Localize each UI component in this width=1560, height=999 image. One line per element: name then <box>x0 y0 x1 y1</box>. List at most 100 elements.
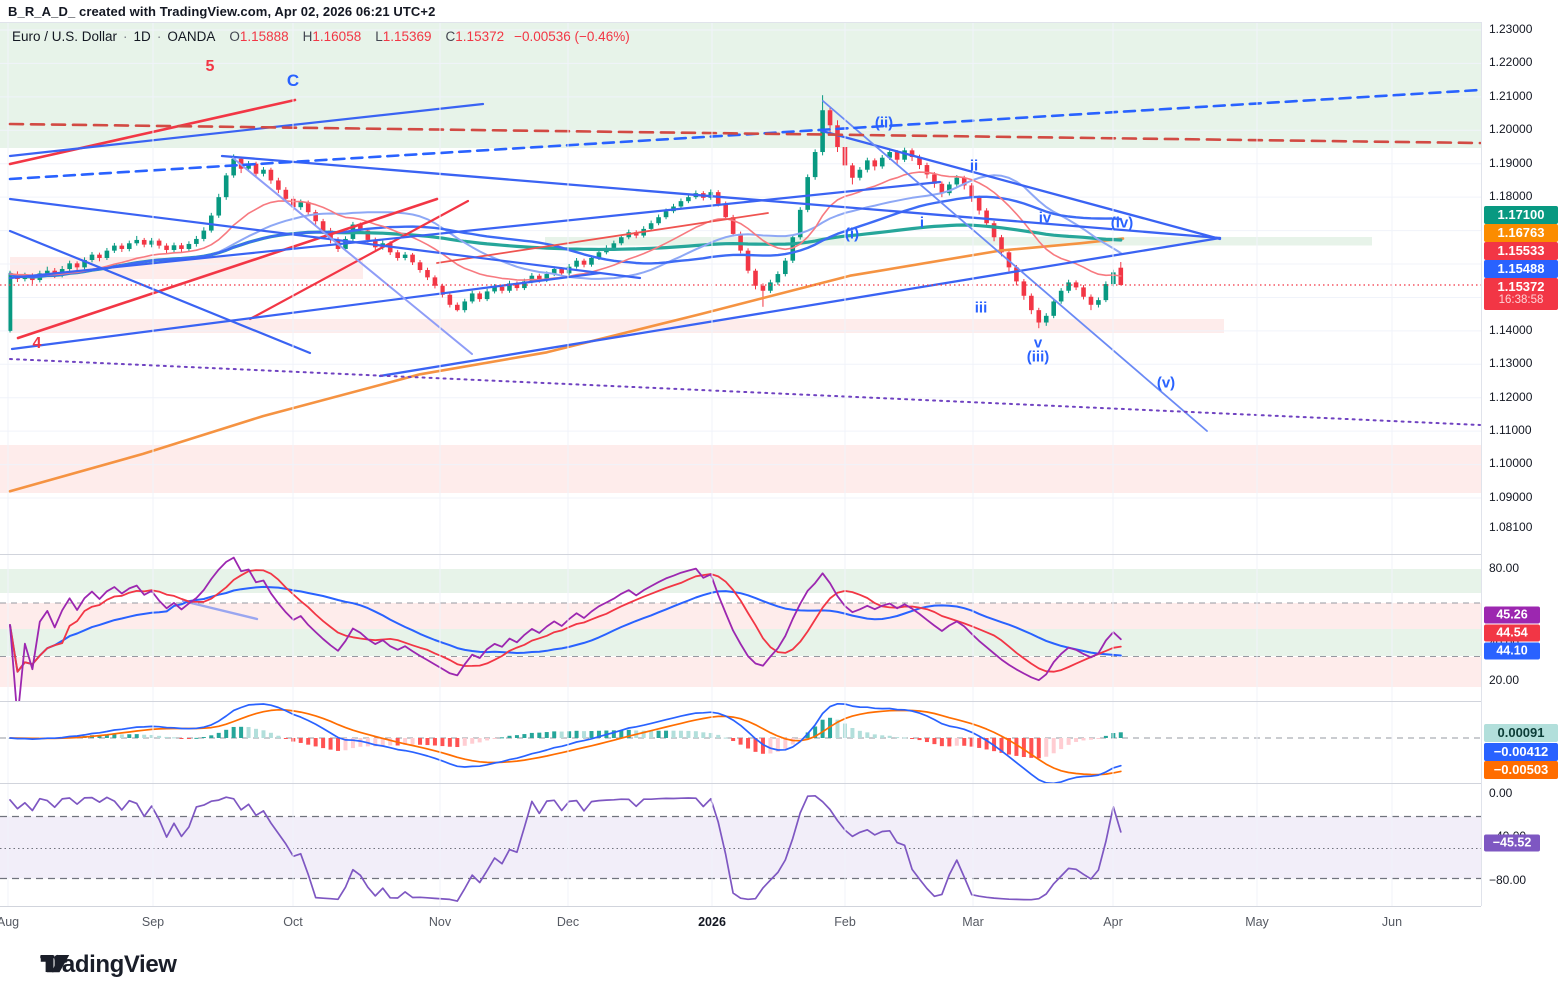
price-tick: 1.22000 <box>1489 55 1533 69</box>
candle-body <box>745 250 751 271</box>
elliott-wave-label[interactable]: (i) <box>844 225 860 243</box>
macd-histogram-bar <box>485 738 490 741</box>
trendline-drawing[interactable] <box>822 100 1208 432</box>
macd-histogram-bar <box>298 738 303 743</box>
elliott-wave-label[interactable]: iii <box>974 299 988 317</box>
macd-histogram-bar <box>1103 735 1108 738</box>
macd-pane[interactable] <box>0 703 1481 784</box>
candle-body <box>678 201 684 207</box>
candle-body <box>1058 290 1064 302</box>
trendline-drawing[interactable] <box>378 236 1222 378</box>
trendline-drawing[interactable] <box>8 197 642 280</box>
macd-histogram-bar <box>537 732 542 738</box>
ohlc-h: H1.16058 <box>302 29 362 44</box>
macd-histogram-bar <box>835 719 840 738</box>
macd-histogram-bar <box>172 737 177 739</box>
rsi-pane[interactable] <box>0 556 1481 719</box>
trendline-drawing[interactable] <box>8 88 1481 181</box>
elliott-wave-label[interactable]: 5 <box>205 58 215 75</box>
candle-body <box>760 285 766 291</box>
elliott-wave-label[interactable]: (ii) <box>874 114 894 132</box>
symbol-title[interactable]: Euro / U.S. Dollar <box>12 29 118 44</box>
candle-body <box>186 243 192 249</box>
candle-body <box>887 152 892 158</box>
rsi-value-badge: 44.10 <box>1484 642 1540 660</box>
macd-histogram-bar <box>224 729 229 738</box>
trendline-drawing[interactable] <box>436 212 769 264</box>
candle-body <box>44 270 50 274</box>
macd-histogram-bar <box>149 734 154 738</box>
elliott-wave-label[interactable]: iv <box>1038 209 1052 227</box>
macd-histogram-bar <box>470 738 475 744</box>
candle-body <box>141 239 147 245</box>
candle-body <box>544 274 550 281</box>
candle-body <box>1081 287 1086 297</box>
candle-body <box>730 217 736 234</box>
legend-exchange[interactable]: OANDA <box>167 29 216 44</box>
macd-histogram-bar <box>134 734 139 738</box>
macd-histogram-bar <box>514 735 519 738</box>
main-pane[interactable] <box>0 23 1481 499</box>
macd-histogram-bar <box>127 734 132 738</box>
price-scale[interactable]: 1.23000 1.22000 1.21000 1.20000 1.19000 1.180… <box>1481 22 1560 906</box>
macd-histogram-bar <box>1088 738 1093 740</box>
trendline-drawing[interactable] <box>10 271 602 351</box>
elliott-wave-label[interactable]: 4 <box>32 335 42 352</box>
trendline-drawing[interactable] <box>248 199 470 321</box>
elliott-wave-label[interactable]: i <box>919 214 925 232</box>
candle-body <box>253 163 259 174</box>
trendline-drawing[interactable] <box>9 358 1481 426</box>
macd-histogram-bar <box>1081 738 1086 741</box>
macd-histogram-bar <box>664 730 669 738</box>
elliott-wave-label[interactable]: (v) <box>1156 374 1176 392</box>
trendline-drawing[interactable] <box>220 154 1222 240</box>
elliott-wave-label[interactable]: v <box>1033 334 1043 352</box>
trendline-drawing[interactable] <box>181 599 259 621</box>
candle-body <box>201 230 207 239</box>
candle-body <box>484 291 490 300</box>
candle-body <box>194 238 199 244</box>
tradingview-logo[interactable]: TradingView <box>40 951 177 979</box>
candle-body <box>149 240 154 245</box>
wpr-pane[interactable] <box>0 794 1481 902</box>
candle-body <box>783 260 788 275</box>
macd-histogram-bar <box>1096 738 1101 739</box>
candle-body <box>999 237 1004 253</box>
macd-histogram-bar <box>969 738 974 747</box>
candle-body <box>365 230 371 240</box>
candle-body <box>596 252 602 258</box>
trendline-drawing[interactable] <box>8 102 485 158</box>
elliott-wave-label[interactable]: (iv) <box>1110 214 1134 232</box>
time-tick: Sep <box>141 915 165 929</box>
time-scale[interactable]: Aug Sep Oct Nov Dec 2026 Feb Mar Apr May Jun <box>0 906 1481 949</box>
macd-histogram-bar <box>857 730 862 738</box>
macd-histogram-bar <box>619 730 624 738</box>
elliott-wave-label[interactable]: (iii) <box>1026 348 1050 366</box>
elliott-wave-label[interactable]: C <box>286 71 300 90</box>
legend-interval[interactable]: 1D <box>133 29 151 44</box>
macd-value-badge: −0.00412 <box>1484 743 1558 761</box>
macd-histogram-bar <box>336 738 341 751</box>
elliott-wave-label[interactable]: ii <box>969 157 979 175</box>
candle-body <box>656 217 661 224</box>
ohlc-value: 1.16058 <box>312 29 362 44</box>
candle-body <box>589 257 594 265</box>
macd-histogram-bar <box>1074 738 1079 742</box>
chart-plot-svg[interactable] <box>0 23 1560 949</box>
trendline-drawing[interactable] <box>16 197 439 340</box>
macd-histogram-bar <box>775 738 780 752</box>
trendline-drawing[interactable] <box>8 180 942 280</box>
ohlc-o: O1.15888 <box>229 29 289 44</box>
candle-body <box>872 160 878 167</box>
macd-histogram-bar <box>1059 738 1064 750</box>
candle-body <box>686 197 691 202</box>
candle-body <box>790 237 796 261</box>
shaded-zone <box>0 657 1481 687</box>
trendline-drawing[interactable] <box>8 229 312 355</box>
trendline-drawing[interactable] <box>8 122 1481 145</box>
trendline-drawing[interactable] <box>820 129 1222 241</box>
chart-canvas[interactable]: Euro / U.S. Dollar · 1D · OANDA O1.15888 H1.16… <box>0 22 1560 949</box>
macd-histogram-bar <box>626 729 631 738</box>
trendline-drawing[interactable] <box>232 157 473 355</box>
macd-histogram-bar <box>254 728 259 738</box>
